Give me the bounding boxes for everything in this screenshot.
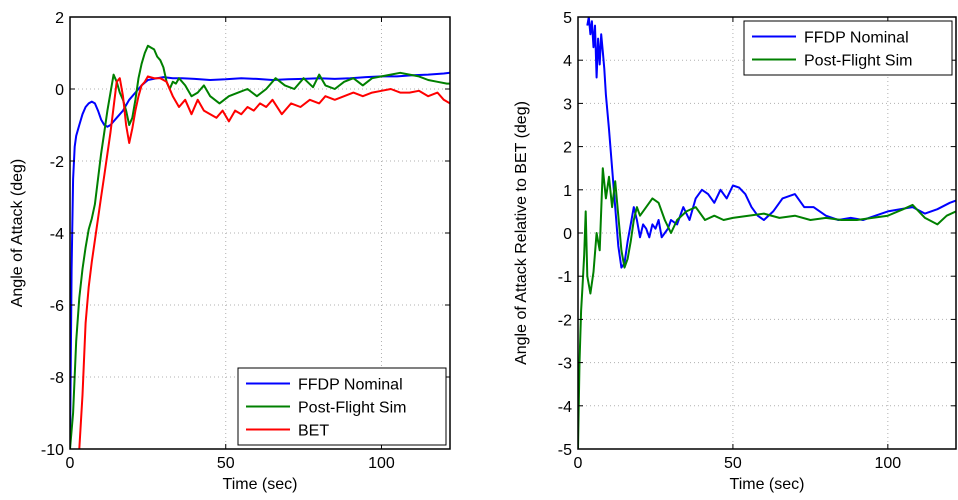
y-tick-label: 2 (55, 10, 64, 27)
y-tick-label: 4 (563, 53, 572, 70)
x-tick-label: 100 (874, 455, 901, 472)
y-tick-label: -4 (50, 226, 64, 243)
y-tick-label: -10 (41, 442, 64, 459)
y-tick-label: -6 (50, 298, 64, 315)
x-tick-label: 50 (724, 455, 742, 472)
y-tick-label: 5 (563, 10, 572, 27)
x-tick-label: 50 (217, 455, 235, 472)
y-tick-label: -8 (50, 370, 64, 387)
x-tick-label: 0 (66, 455, 75, 472)
y-tick-label: 2 (563, 140, 572, 157)
legend: FFDP Nominal Post-Flight Sim BET (237, 367, 447, 446)
y-axis-label: Angle of Attack (deg) (9, 159, 26, 308)
series-line-ffdp-nominal (70, 71, 450, 449)
x-axis-label: Time (sec) (730, 476, 805, 493)
x-tick-label: 100 (368, 455, 395, 472)
left-plot: 0 50 100 -10 -8 -6 -4 -2 0 2 Time (sec) Angle of At… (9, 10, 451, 493)
x-axis-label: Time (sec) (223, 476, 298, 493)
series-line-post-flight-sim (578, 167, 956, 449)
x-tick-label: 0 (574, 455, 583, 472)
y-tick-label: -5 (558, 442, 572, 459)
legend-label: FFDP Nominal (298, 377, 403, 394)
y-tick-label: -4 (558, 399, 572, 416)
right-plot: 0 50 100 -5 -4 -3 -2 -1 0 1 2 3 4 5 Time (sec) Angle of… (513, 10, 957, 493)
y-tick-label: 0 (55, 82, 64, 99)
y-tick-label: 1 (563, 183, 572, 200)
legend-label: Post-Flight Sim (804, 53, 912, 70)
y-tick-label: -1 (558, 269, 572, 286)
y-tick-label: -2 (558, 312, 572, 329)
legend-label: BET (298, 423, 329, 440)
series-line-bet (78, 75, 450, 449)
y-axis-label: Angle of Attack Relative to BET (deg) (513, 101, 530, 365)
y-tick-label: 0 (563, 226, 572, 243)
legend-label: FFDP Nominal (804, 30, 909, 47)
series-line-ffdp-nominal (586, 17, 956, 269)
legend-label: Post-Flight Sim (298, 400, 406, 417)
legend-box (743, 20, 953, 76)
y-tick-label: -3 (558, 356, 572, 373)
y-tick-label: 3 (563, 96, 572, 113)
y-tick-label: -2 (50, 154, 64, 171)
legend: FFDP Nominal Post-Flight Sim (743, 20, 953, 76)
series-line-post-flight-sim (70, 44, 450, 449)
